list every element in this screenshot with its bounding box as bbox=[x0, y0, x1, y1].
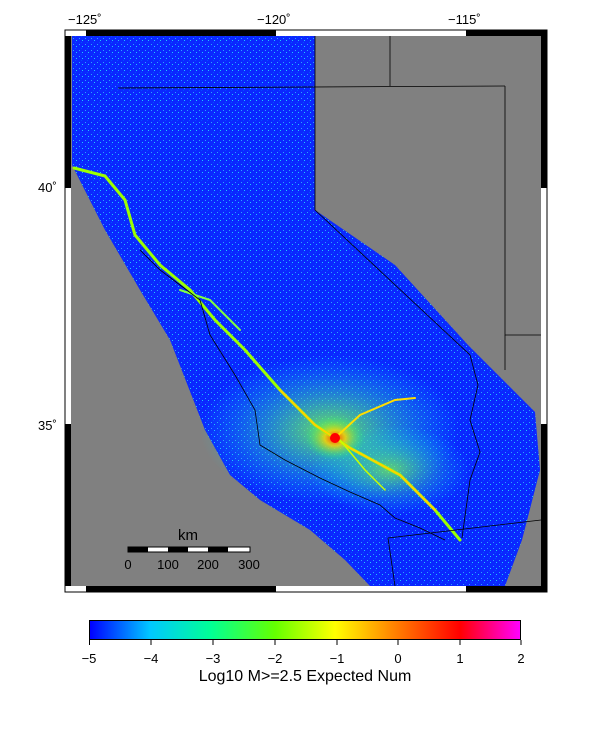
lat-tick-label: 40˚ bbox=[38, 180, 57, 195]
scalebar bbox=[127, 546, 251, 553]
scalebar-unit: km bbox=[178, 527, 198, 544]
coastline bbox=[139, 249, 446, 541]
fault-traces bbox=[72, 166, 462, 542]
lon-tick-label: −125˚ bbox=[68, 12, 102, 27]
scalebar-label: 200 bbox=[197, 557, 219, 572]
colorbar-tick-label: −4 bbox=[143, 651, 159, 666]
colorbar bbox=[89, 620, 521, 640]
state-borders bbox=[117, 36, 542, 587]
forecast-map bbox=[64, 29, 548, 593]
colorbar-title: Log10 M>=2.5 Expected Num bbox=[198, 668, 412, 685]
colorbar-tick-label: −2 bbox=[267, 651, 283, 666]
colorbar-tick-label: 0 bbox=[394, 651, 402, 666]
lat-tick-label: 35˚ bbox=[38, 418, 57, 433]
colorbar-tick-label: −1 bbox=[329, 651, 345, 666]
colorbar-tick-label: 1 bbox=[456, 651, 464, 666]
scalebar-label: 100 bbox=[157, 557, 179, 572]
colorbar-ticks bbox=[89, 640, 522, 645]
lon-tick-label: −115˚ bbox=[448, 12, 481, 27]
colorbar-tick-label: −3 bbox=[205, 651, 221, 666]
scalebar-label: 0 bbox=[124, 557, 132, 572]
lon-tick-label: −120˚ bbox=[257, 12, 291, 27]
colorbar-tick-label: −5 bbox=[81, 651, 97, 666]
hotspot-center bbox=[330, 433, 340, 443]
scalebar-label: 300 bbox=[238, 557, 260, 572]
colorbar-tick-label: 2 bbox=[517, 651, 525, 666]
